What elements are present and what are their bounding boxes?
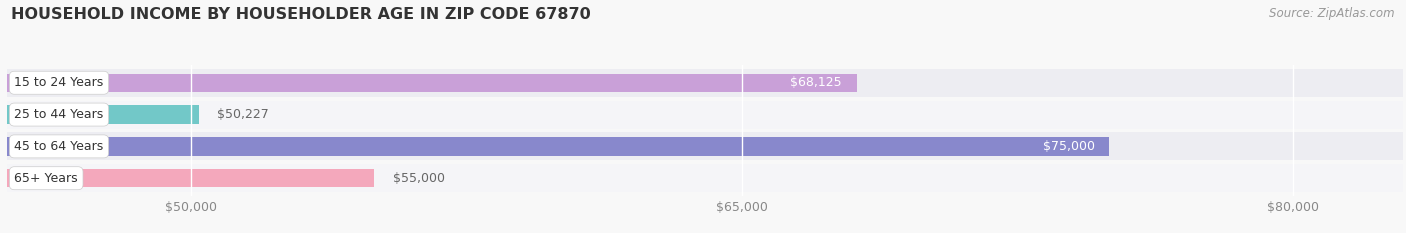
Text: 65+ Years: 65+ Years [14, 172, 77, 185]
Text: 15 to 24 Years: 15 to 24 Years [14, 76, 104, 89]
Text: $68,125: $68,125 [790, 76, 842, 89]
Text: 45 to 64 Years: 45 to 64 Years [14, 140, 104, 153]
Bar [7, 137, 1109, 156]
Bar [7, 164, 1403, 192]
Text: $55,000: $55,000 [392, 172, 444, 185]
Bar [7, 69, 1403, 97]
Bar [7, 101, 1403, 129]
Bar [7, 132, 1403, 160]
Text: Source: ZipAtlas.com: Source: ZipAtlas.com [1270, 7, 1395, 20]
Text: $50,227: $50,227 [218, 108, 269, 121]
Text: $75,000: $75,000 [1043, 140, 1094, 153]
Bar [7, 105, 200, 124]
Text: 25 to 44 Years: 25 to 44 Years [14, 108, 104, 121]
Text: HOUSEHOLD INCOME BY HOUSEHOLDER AGE IN ZIP CODE 67870: HOUSEHOLD INCOME BY HOUSEHOLDER AGE IN Z… [11, 7, 591, 22]
Bar [7, 74, 856, 92]
Bar [7, 169, 374, 187]
